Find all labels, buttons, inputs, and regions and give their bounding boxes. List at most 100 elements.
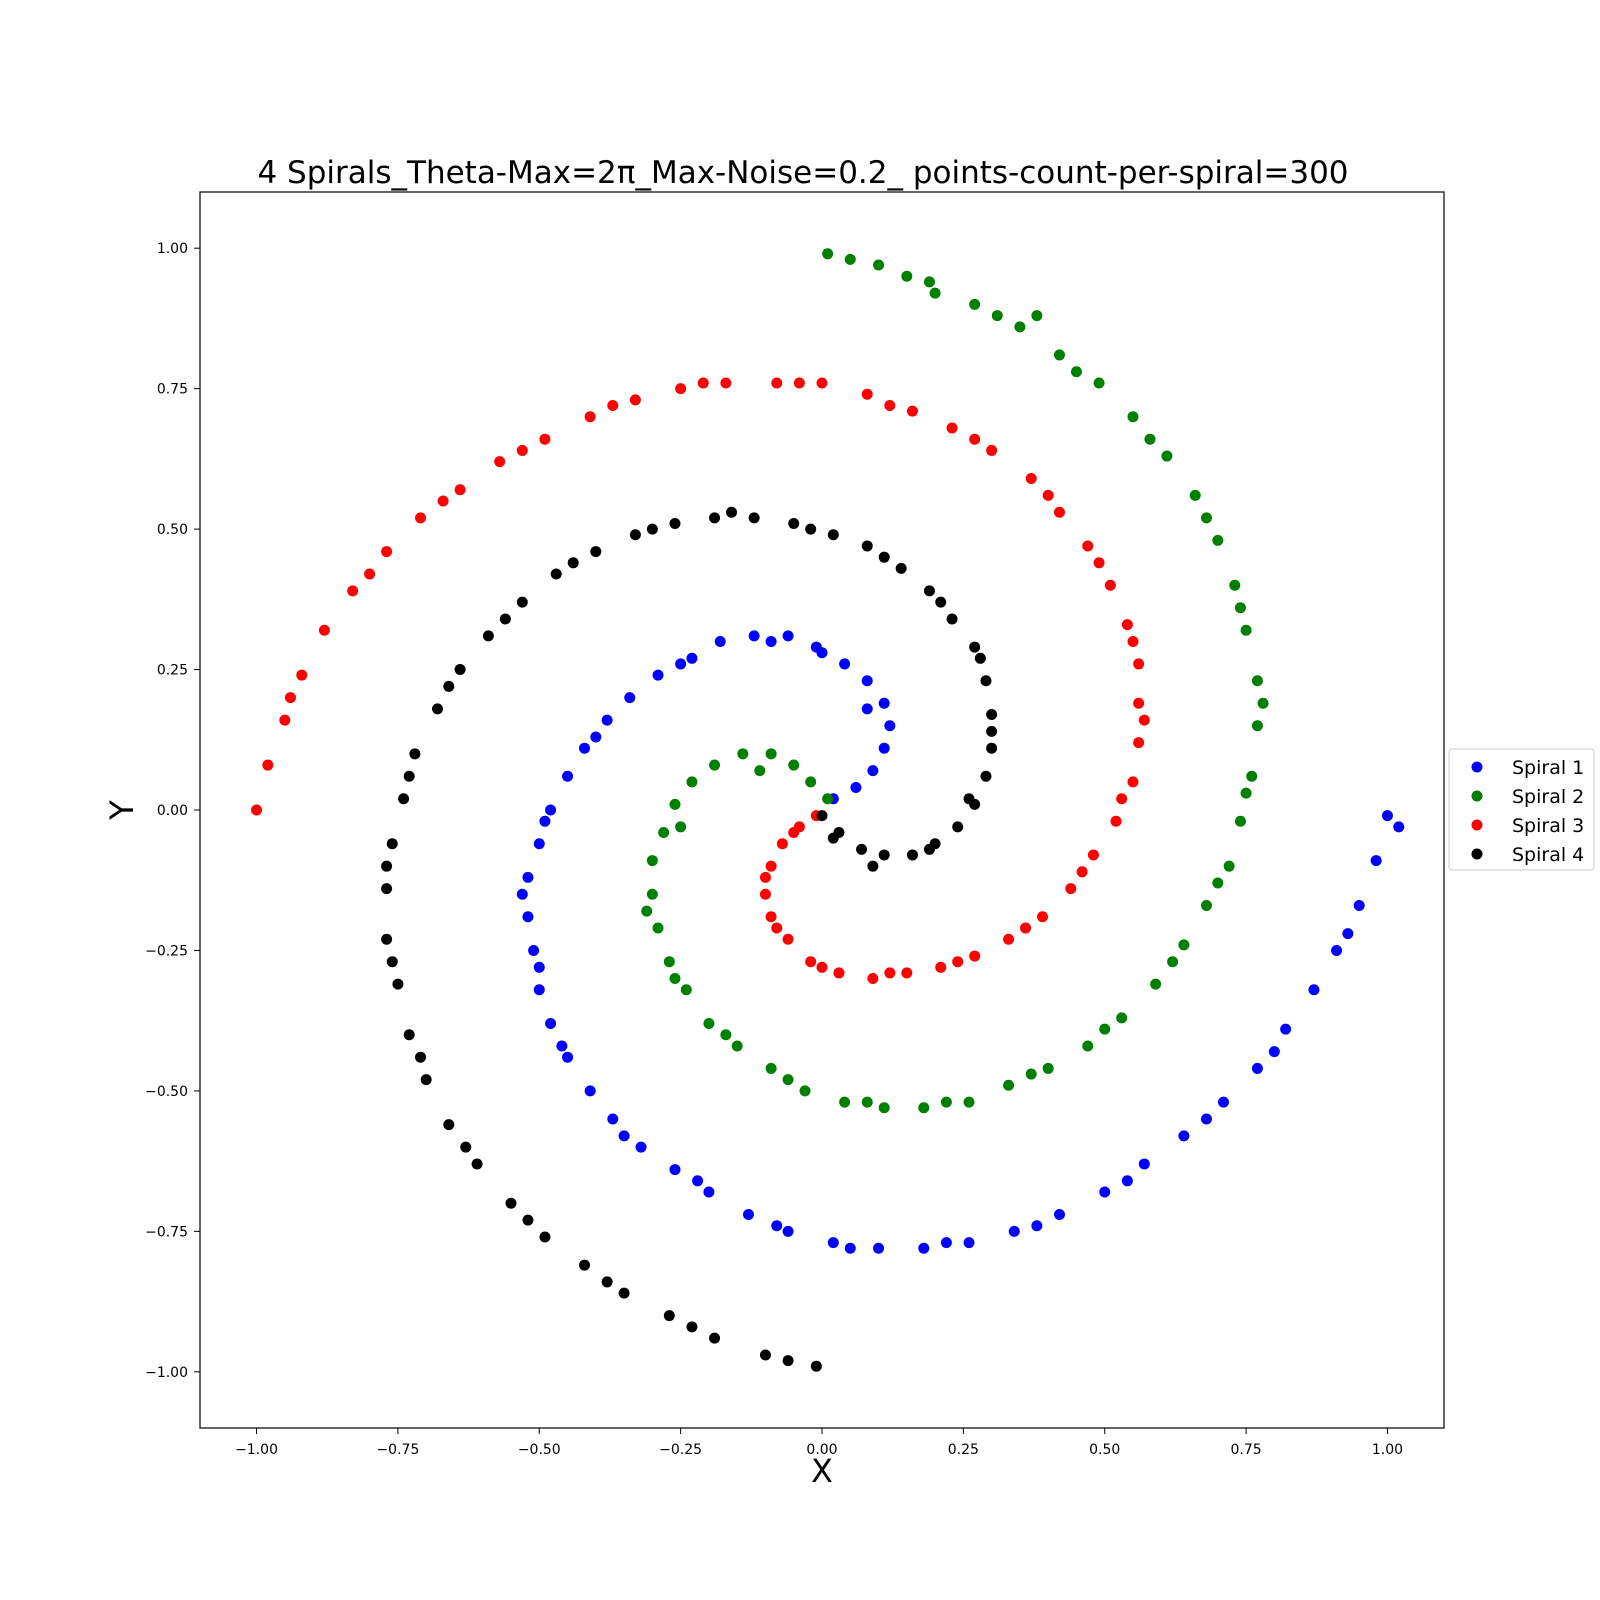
point-series-1-29: [669, 1164, 680, 1175]
point-series-2-47: [754, 765, 765, 776]
point-series-2-4: [737, 748, 748, 759]
point-series-3-52: [884, 967, 895, 978]
x-tick-label-7: 0.75: [1231, 1442, 1262, 1458]
point-series-2-54: [941, 1097, 952, 1108]
point-series-3-37: [539, 434, 550, 445]
point-series-4-14: [924, 585, 935, 596]
point-series-4-22: [630, 529, 641, 540]
point-series-3-51: [817, 962, 828, 973]
point-series-3-36: [585, 411, 596, 422]
point-series-4-26: [483, 630, 494, 641]
point-series-2-24: [1082, 1040, 1093, 1051]
point-series-4-0: [817, 810, 828, 821]
point-series-4-56: [726, 507, 737, 518]
chart-title: 4 Spirals_Theta-Max=2π_Max-Noise=0.2_ po…: [257, 155, 1348, 191]
point-series-2-2: [788, 760, 799, 771]
point-series-3-53: [952, 956, 963, 967]
point-series-2-27: [1178, 939, 1189, 950]
point-series-4-38: [472, 1158, 483, 1169]
point-series-2-0: [822, 793, 833, 804]
point-series-3-14: [1037, 911, 1048, 922]
point-series-1-31: [743, 1209, 754, 1220]
point-series-3-4: [760, 889, 771, 900]
point-series-3-6: [783, 934, 794, 945]
point-series-2-50: [669, 973, 680, 984]
point-series-4-65: [460, 1142, 471, 1153]
point-series-3-25: [1054, 507, 1065, 518]
point-series-4-28: [432, 703, 443, 714]
point-series-2-44: [924, 276, 935, 287]
point-series-3-45: [279, 715, 290, 726]
point-series-1-21: [522, 911, 533, 922]
point-series-2-9: [647, 855, 658, 866]
point-series-4-52: [975, 653, 986, 664]
point-series-3-32: [771, 378, 782, 389]
y-tick-label-4: 0.00: [157, 803, 188, 819]
point-series-1-23: [534, 984, 545, 995]
point-series-4-12: [969, 642, 980, 653]
point-series-1-53: [675, 658, 686, 669]
legend: Spiral 1Spiral 2Spiral 3Spiral 4: [1449, 749, 1594, 870]
point-series-3-16: [1088, 849, 1099, 860]
point-series-3-33: [720, 378, 731, 389]
point-series-3-11: [935, 962, 946, 973]
point-series-1-58: [556, 1040, 567, 1051]
point-series-3-2: [777, 838, 788, 849]
point-series-2-11: [653, 922, 664, 933]
point-series-4-33: [381, 934, 392, 945]
point-series-4-32: [381, 883, 392, 894]
point-series-2-5: [709, 760, 720, 771]
point-series-1-52: [766, 636, 777, 647]
point-series-4-61: [404, 771, 415, 782]
point-series-4-47: [828, 833, 839, 844]
x-tick-label-2: −0.50: [518, 1442, 561, 1458]
point-series-3-7: [805, 956, 816, 967]
point-series-4-42: [619, 1288, 630, 1299]
point-series-1-50: [862, 703, 873, 714]
point-series-1-19: [534, 838, 545, 849]
point-series-2-37: [1190, 490, 1201, 501]
point-series-1-3: [879, 743, 890, 754]
y-tick-label-5: 0.25: [157, 663, 188, 679]
point-series-1-30: [703, 1187, 714, 1198]
point-series-2-23: [1043, 1063, 1054, 1074]
point-series-1-69: [1393, 821, 1404, 832]
point-series-3-48: [788, 827, 799, 838]
point-series-2-36: [1212, 535, 1223, 546]
point-series-4-45: [760, 1349, 771, 1360]
point-series-2-48: [675, 821, 686, 832]
y-tick-label-8: 1.00: [157, 241, 188, 257]
point-series-3-66: [517, 445, 528, 456]
x-tick-label-5: 0.25: [948, 1442, 979, 1458]
point-series-2-58: [1212, 878, 1223, 889]
point-series-4-9: [986, 743, 997, 754]
point-series-1-17: [562, 771, 573, 782]
point-series-2-57: [1167, 956, 1178, 967]
point-series-2-38: [1161, 451, 1172, 462]
point-series-2-66: [901, 271, 912, 282]
legend-marker-2: [1472, 791, 1483, 802]
point-series-1-33: [828, 1237, 839, 1248]
point-series-3-30: [862, 389, 873, 400]
point-series-2-30: [1235, 816, 1246, 827]
point-series-1-22: [528, 945, 539, 956]
point-series-2-68: [930, 288, 941, 299]
point-series-3-28: [947, 422, 958, 433]
point-series-4-55: [805, 524, 816, 535]
point-series-3-9: [867, 973, 878, 984]
point-series-3-22: [1122, 619, 1133, 630]
point-series-2-39: [1128, 411, 1139, 422]
point-series-1-11: [715, 636, 726, 647]
point-series-1-25: [562, 1052, 573, 1063]
point-series-1-35: [918, 1243, 929, 1254]
point-series-1-55: [539, 816, 550, 827]
point-series-2-59: [1241, 788, 1252, 799]
point-series-2-18: [839, 1097, 850, 1108]
point-series-1-63: [941, 1237, 952, 1248]
point-series-4-48: [867, 861, 878, 872]
point-series-4-53: [935, 597, 946, 608]
point-series-1-67: [1269, 1046, 1280, 1057]
y-axis-ticks: −1.00−0.75−0.50−0.250.000.250.500.751.00: [145, 241, 200, 1381]
point-series-2-13: [681, 984, 692, 995]
point-series-1-16: [579, 743, 590, 754]
